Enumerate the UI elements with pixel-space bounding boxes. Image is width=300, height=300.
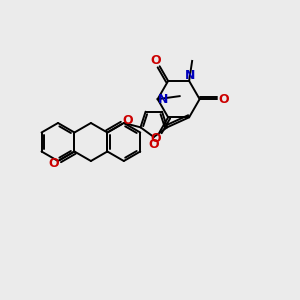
Text: N: N: [185, 70, 195, 83]
Text: O: O: [148, 139, 159, 152]
Text: N: N: [158, 93, 168, 106]
Text: O: O: [123, 114, 134, 127]
Text: O: O: [151, 132, 161, 145]
Text: O: O: [48, 157, 59, 170]
Text: O: O: [218, 93, 229, 106]
Text: O: O: [151, 54, 161, 67]
